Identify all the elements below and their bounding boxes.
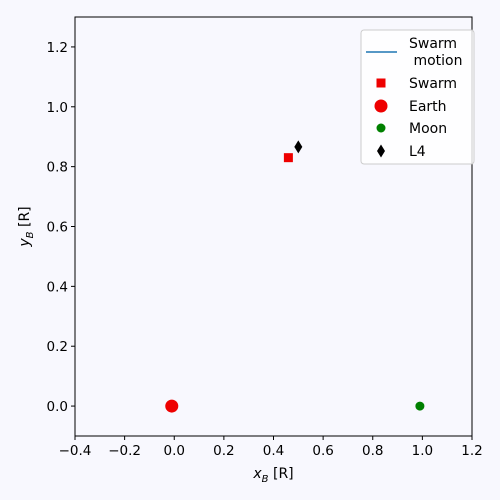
legend-moon-label: Moon xyxy=(409,121,447,137)
y-tick-label: 0.8 xyxy=(47,160,68,176)
x-tick-label: 1.2 xyxy=(461,443,482,459)
legend-swarm-marker xyxy=(376,78,386,88)
x-tick-label: 0.2 xyxy=(213,443,234,459)
earth-point xyxy=(165,399,179,413)
y-tick-label: 0.4 xyxy=(47,279,68,295)
legend-l4-label: L4 xyxy=(409,144,426,160)
x-tick-label: −0.2 xyxy=(108,443,141,459)
x-tick-label: −0.4 xyxy=(59,443,92,459)
y-tick-label: 1.0 xyxy=(47,100,68,116)
legend-swarm-label: Swarm xyxy=(409,76,457,92)
swarm-point xyxy=(283,153,293,163)
legend-l4-marker xyxy=(377,144,385,158)
legend-swarm-motion-label: Swarm motion xyxy=(409,36,462,69)
y-tick-label: 0.6 xyxy=(47,220,68,236)
y-tick-label: 1.2 xyxy=(47,40,68,56)
legend: Swarm motion Swarm Earth Moon L4 xyxy=(360,29,475,165)
moon-point xyxy=(415,401,425,411)
legend-moon-marker xyxy=(376,123,386,133)
legend-box xyxy=(360,29,475,165)
axes: −0.4 −0.2 0.0 0.2 0.4 0.6 0.8 1.0 1.2 0.0 0.2 0.4 0.… xyxy=(17,16,483,485)
x-tick-label: 0.8 xyxy=(362,443,383,459)
legend-earth-label: Earth xyxy=(409,99,447,115)
y-tick-label: 0.0 xyxy=(47,399,68,415)
y-tick-label: 0.2 xyxy=(47,339,68,355)
legend-earth-marker xyxy=(374,99,388,113)
x-tick-label: 0.4 xyxy=(263,443,284,459)
x-tick-label: 0.0 xyxy=(164,443,185,459)
y-axis-label: yB [R] xyxy=(17,206,36,247)
x-tick-label: 1.0 xyxy=(412,443,433,459)
x-tick-label: 0.6 xyxy=(312,443,333,459)
l4-point xyxy=(294,140,303,154)
x-axis-label: xB [R] xyxy=(252,466,293,485)
